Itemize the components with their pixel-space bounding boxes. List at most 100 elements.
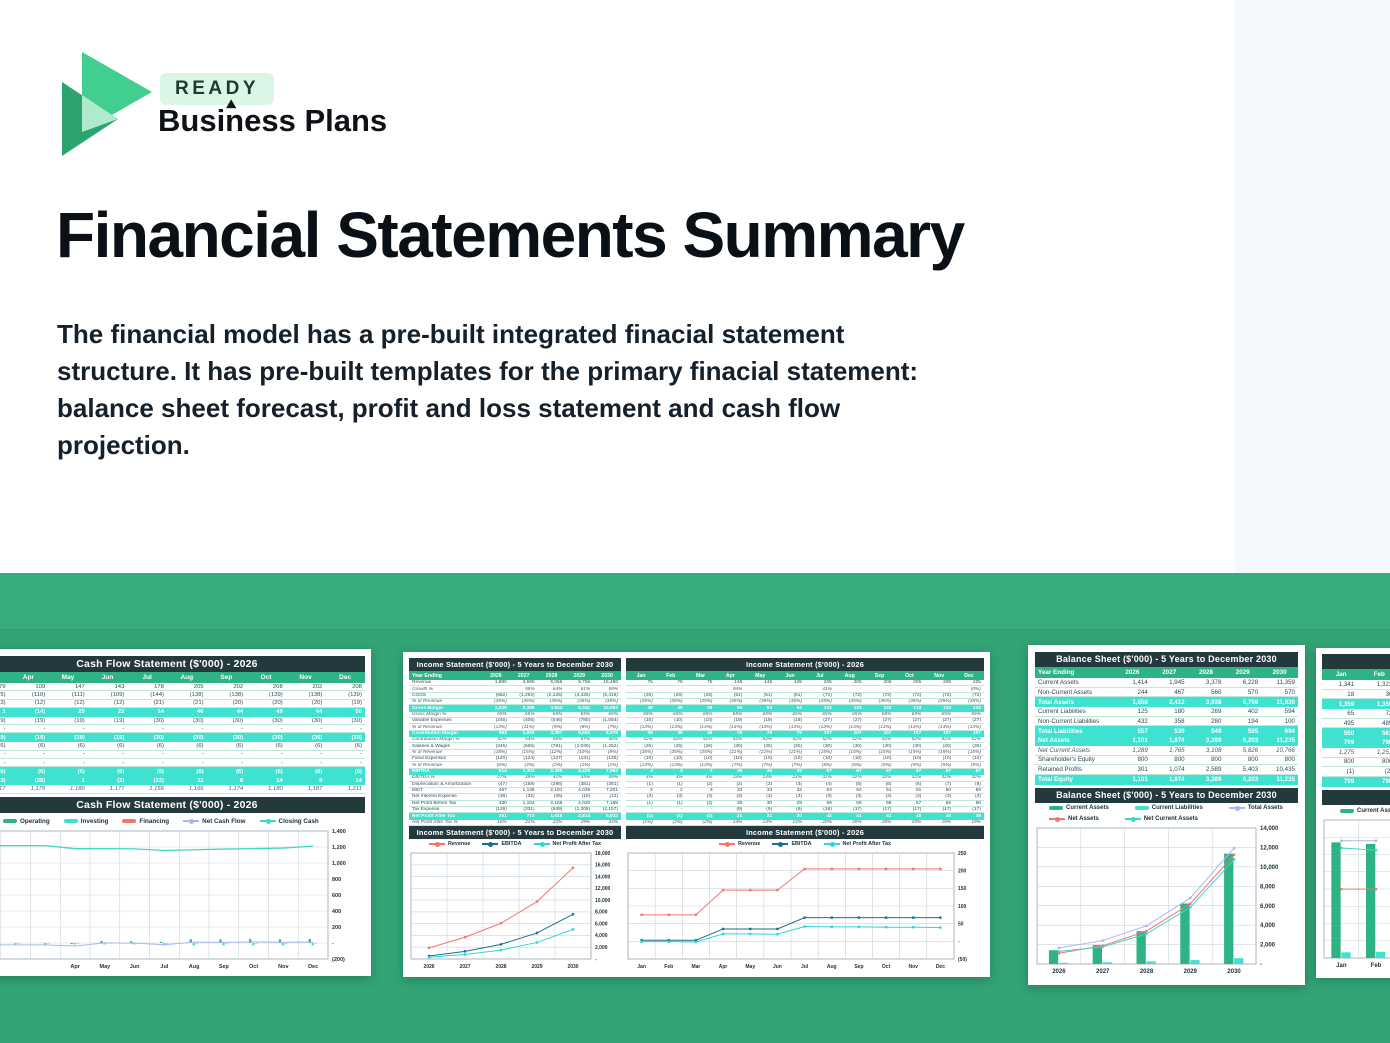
- table-cell: 269: [1211, 707, 1222, 715]
- table-cell: 62: [856, 788, 862, 794]
- table-cell: 65%: [941, 711, 952, 717]
- table-cell: 67: [886, 769, 892, 775]
- table-cell: -: [280, 759, 283, 766]
- table-cell: 65%: [702, 711, 713, 717]
- table-cell: (2,157): [602, 807, 618, 813]
- table-header-row: Year Ending 2026 2027 2028 2029 2030: [1035, 667, 1298, 678]
- table-cell: (35%): [789, 699, 802, 705]
- legend-line-swatch-icon: [482, 841, 499, 847]
- table-cell: 205: [943, 680, 952, 686]
- table-cell: (19): [74, 717, 85, 724]
- table-cell: (13%): [729, 724, 743, 730]
- table-cell: 59: [826, 800, 832, 806]
- table-row: (1) (1) (2) (2) (3) (3) (4) (5) (6) (6) (7) (8): [626, 782, 984, 788]
- svg-text:-: -: [1260, 962, 1262, 968]
- table-cell: Aug: [844, 672, 855, 679]
- table-cell: 800: [1284, 756, 1295, 764]
- table-cell: 30: [736, 800, 743, 806]
- svg-text:Apr: Apr: [719, 964, 728, 970]
- table-cell: (26): [703, 743, 713, 749]
- table-cell: 3,943: [550, 706, 563, 712]
- table-row: Total Equity 1,101 1,874 3,389 6,203 11,235: [1035, 774, 1298, 785]
- table-cell: (1): [676, 813, 683, 819]
- table-cell: 561: [1382, 729, 1390, 737]
- balance-sheet-monthly-card: Balance Sheet ($'000) - 2026 JanFebMarAp…: [1316, 648, 1390, 978]
- table-cell: 75: [647, 680, 653, 686]
- table-cell: 594: [1284, 707, 1295, 715]
- table-row: % of Revenue (6%) (3%) (2%) (1%) (1%): [409, 762, 621, 769]
- table-cell: -: [320, 759, 323, 766]
- table-cell: (27): [823, 718, 832, 724]
- table-cell: (12): [34, 700, 46, 707]
- table-cell: 52%: [911, 737, 922, 743]
- table-cell: Shareholder's Equity: [1038, 756, 1095, 764]
- table-row: 4% 4% 4% 24% 24% 24% 32% 32% 32% 32% 32% 32%: [626, 775, 984, 782]
- legend-line-swatch-icon: [533, 841, 550, 847]
- table-cell: 205: [913, 680, 922, 686]
- table-cell: (35%): [669, 749, 683, 755]
- legend-bar-swatch-icon: [63, 819, 78, 824]
- table-cell: 1,658: [1132, 698, 1148, 706]
- table-cell: -: [82, 725, 85, 732]
- table-cell: (72): [823, 692, 832, 698]
- table-cell: 1,187: [307, 786, 323, 793]
- table-cell: (6): [37, 743, 46, 750]
- table-cell: 32%: [971, 775, 981, 781]
- legend-label: Closing Cash: [278, 817, 319, 825]
- table-cell: (546): [551, 718, 563, 724]
- table-cell: (21): [193, 700, 204, 707]
- table-cell: 52%: [762, 737, 773, 743]
- income-monthly-chart-title: Income Statement ($'000) - 2026: [626, 825, 984, 839]
- table-cell: -: [320, 751, 323, 758]
- table-cell: (17): [942, 807, 952, 813]
- table-cell: 7,592: [605, 769, 618, 775]
- table-cell: Growth %: [412, 686, 434, 692]
- brand-badge: READY: [160, 73, 275, 105]
- table-cell: 41%: [552, 775, 563, 781]
- table-cell: (35%): [878, 699, 892, 705]
- table-cell: (30): [311, 717, 323, 724]
- table-cell: 3: [650, 769, 653, 775]
- svg-text:2026: 2026: [423, 964, 434, 970]
- table-cell: 194: [1247, 717, 1259, 725]
- table-cell: 75: [766, 731, 773, 737]
- table-cell: EBITDA: [412, 769, 430, 775]
- table-cell: (21%): [729, 749, 743, 755]
- table-cell: Gross Margin %: [412, 711, 447, 717]
- table-cell: (6): [196, 768, 204, 775]
- svg-text:Nov: Nov: [278, 964, 289, 970]
- table-cell: (6%): [496, 762, 507, 768]
- table-cell: 14: [355, 777, 362, 784]
- table-cell: 557: [1137, 727, 1148, 735]
- table-cell: (19): [74, 734, 85, 741]
- income-monthly-table: Jan Feb Mar Apr May Jun Jul Aug Sep Oct Nov Dec 75 75…: [626, 671, 984, 826]
- table-cell: (35%): [669, 699, 683, 705]
- table-cell: -: [889, 686, 892, 692]
- legend-item: Closing Cash: [259, 817, 319, 825]
- table-row: (35%) (35%) (35%) (21%) (21%) (21%) (15%) (15%)…: [626, 749, 984, 757]
- table-cell: (51): [793, 692, 802, 698]
- table-cell: (6): [117, 743, 125, 750]
- svg-text:Jun: Jun: [773, 964, 782, 970]
- balance-monthly-chart-title: Balance Sheet ($'000) - 2026: [1322, 789, 1390, 805]
- table-cell: (30): [853, 743, 862, 749]
- svg-text:18,000: 18,000: [595, 851, 611, 857]
- table-row: 75 75 75 145 145 145 205 205 205 205 205 205: [626, 680, 984, 687]
- table-cell: (12%): [549, 749, 563, 755]
- table-row: (1%) (2%) (2%) 14% 14% 14% 20% 20% 20% 20% 19% 19%: [626, 820, 984, 826]
- table-cell: -: [241, 759, 244, 766]
- table-cell: (2,125): [547, 692, 563, 698]
- table-cell: 798: [1382, 739, 1390, 747]
- table-cell: (781): [551, 743, 563, 749]
- table-row: Salaries & Wages (345) (565) (781) (1,030) (1…: [409, 743, 621, 750]
- table-row: 65% 65% 65% 65% 65% 65% 65% 65% 65% 65% 65% 65%: [626, 711, 984, 719]
- green-band: Cash Flow Statement ($'000) - 2026 Apr Ma…: [0, 573, 1390, 1043]
- table-cell: 3,389: [1205, 776, 1222, 784]
- table-cell: (26): [644, 692, 653, 698]
- table-row: (10) (10) (10) (10) (10) (10) (10) (10) (10) (10)…: [626, 756, 984, 763]
- legend-label: Operating: [20, 817, 50, 825]
- table-cell: 107: [913, 731, 922, 737]
- table-cell: Retained Profits: [1038, 766, 1083, 774]
- cash-flow-table: Apr May Jun Jul Aug Sep Oct Nov Dec 79 109 147 143 17…: [0, 672, 365, 794]
